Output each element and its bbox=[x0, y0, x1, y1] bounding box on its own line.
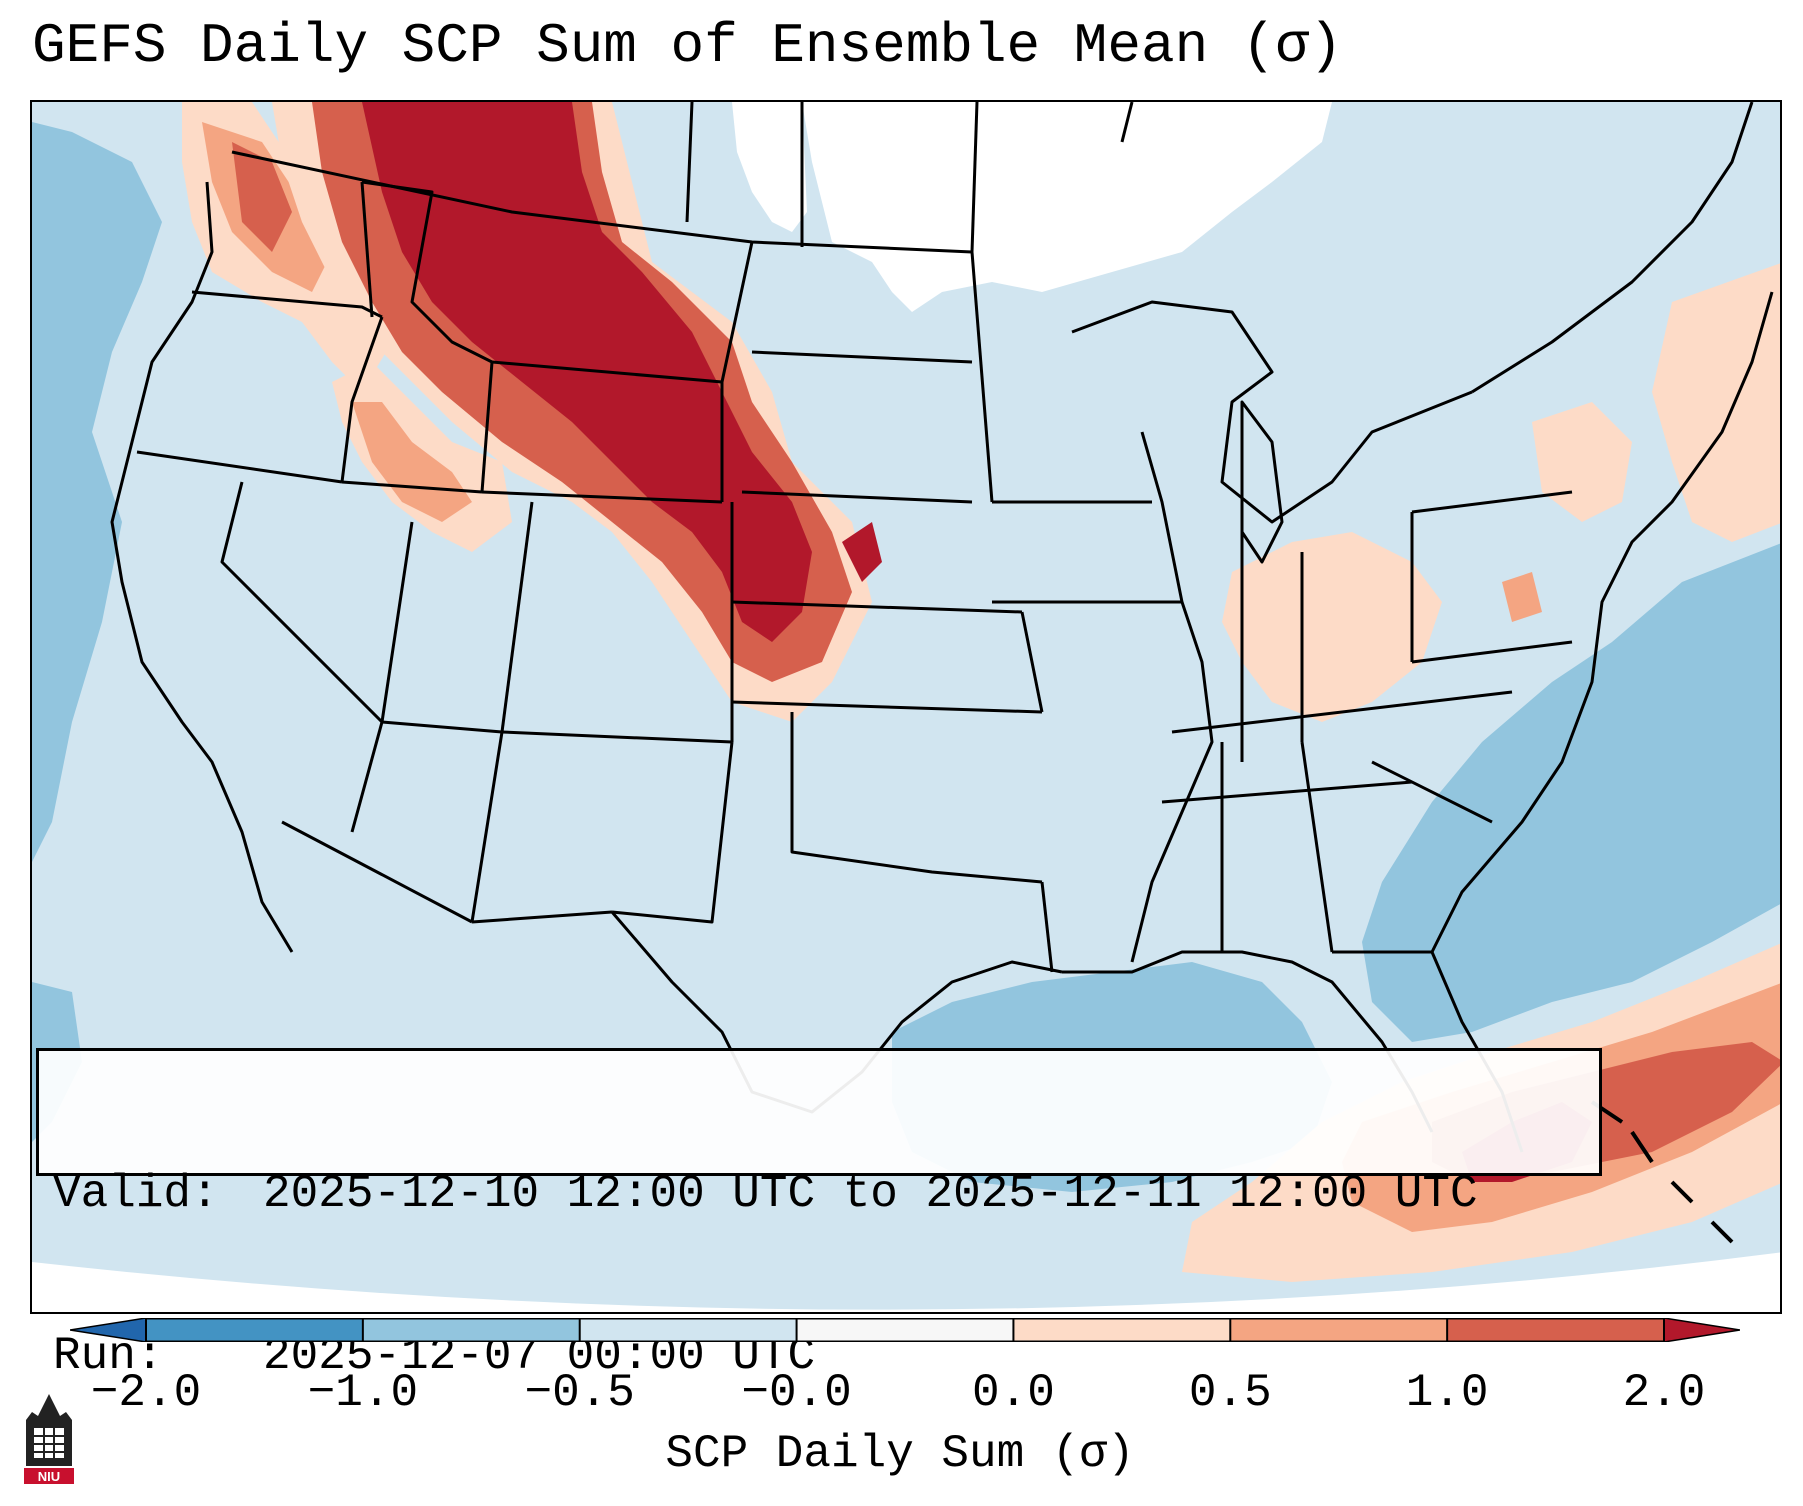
nm-mexico-line bbox=[471, 910, 613, 924]
great-lakes-shore bbox=[1071, 300, 1473, 524]
valid-row: Valid: 2025-12-10 12:00 UTC to 2025-12-1… bbox=[53, 1167, 1585, 1221]
atlantic-positive-edge bbox=[1652, 263, 1780, 542]
dakota-mn-line bbox=[970, 251, 994, 503]
colorbar bbox=[70, 1318, 1740, 1342]
tn-south-line bbox=[1161, 780, 1413, 804]
neutral-area-south bbox=[32, 1252, 1780, 1312]
sd-ne-line bbox=[741, 490, 973, 504]
valid-label: Valid: bbox=[53, 1168, 219, 1220]
bahamas-islands bbox=[1590, 1100, 1734, 1244]
plains-spot bbox=[842, 522, 882, 582]
colorbar-extend-under bbox=[70, 1318, 147, 1342]
nm-tx-line bbox=[611, 741, 734, 924]
nc-sc-line bbox=[1371, 760, 1493, 824]
mississippi-river bbox=[1130, 431, 1214, 963]
midatlantic-positive bbox=[1502, 572, 1542, 622]
nv-ut-line bbox=[380, 521, 414, 723]
colorbar-segment bbox=[796, 1318, 1014, 1342]
valid-value: 2025-12-10 12:00 UTC to 2025-12-11 12:00… bbox=[263, 1168, 1478, 1220]
colorbar-tick-label: 0.5 bbox=[1188, 1367, 1272, 1419]
colorbar-tick-label: 2.0 bbox=[1622, 1367, 1706, 1419]
colorbar-segment bbox=[1230, 1318, 1448, 1342]
mid-atlantic-line bbox=[1411, 640, 1573, 664]
co-nm-line bbox=[501, 730, 733, 744]
or-ca-line bbox=[136, 450, 343, 484]
colorbar-segment bbox=[362, 1318, 580, 1342]
colorbar-extend-over bbox=[1663, 1318, 1740, 1342]
colorbar-tick-label: 0.0 bbox=[972, 1367, 1055, 1419]
logo-banner bbox=[24, 1468, 74, 1484]
nv-az-line bbox=[350, 721, 384, 833]
colorbar-tick-label: 1.0 bbox=[1405, 1367, 1489, 1419]
tn-ky-line bbox=[1171, 690, 1513, 734]
ut-az-line bbox=[381, 720, 503, 734]
ks-ok-line bbox=[731, 700, 1043, 714]
al-ga-line bbox=[1300, 741, 1334, 953]
canada-east-line bbox=[1471, 102, 1754, 394]
neutral-area-canada-2 bbox=[732, 102, 807, 232]
colorbar-label: SCP Daily Sum (σ) bbox=[665, 1428, 1135, 1480]
logo-text: NIU bbox=[38, 1469, 60, 1484]
id-nv-line bbox=[341, 480, 483, 494]
az-mexico-line bbox=[281, 820, 473, 924]
northern-rockies-high-plains bbox=[362, 102, 812, 642]
colorbar-tick-label: −2.0 bbox=[90, 1367, 202, 1419]
colorbar-tick-label: −1.0 bbox=[307, 1367, 419, 1419]
id-wy-line bbox=[480, 361, 494, 493]
wa-or-line bbox=[191, 290, 383, 319]
west-coast bbox=[110, 181, 294, 953]
ut-co-line bbox=[500, 501, 534, 733]
ne-ks-line bbox=[731, 600, 1023, 614]
colorbar-segment bbox=[1447, 1318, 1664, 1342]
ok-tx-line bbox=[790, 712, 1043, 884]
colorbar-segment bbox=[1013, 1318, 1231, 1342]
colorbar-segment bbox=[579, 1318, 797, 1342]
texas-louisiana-line bbox=[1040, 881, 1054, 973]
figure-title: GEFS Daily SCP Sum of Ensemble Mean (σ) bbox=[32, 14, 1343, 78]
pacific-northwest-positive-high bbox=[232, 142, 292, 252]
az-nm-line bbox=[470, 731, 504, 923]
mt-wy-line bbox=[491, 360, 723, 384]
western-atlantic-negative bbox=[1362, 543, 1780, 1042]
northeast-positive bbox=[1532, 402, 1632, 522]
mt-dakota-line bbox=[720, 241, 754, 383]
pacific-negative-band bbox=[32, 122, 162, 862]
ca-nv-line bbox=[220, 481, 384, 724]
pa-ny-line bbox=[1411, 490, 1573, 514]
wa-id-line bbox=[360, 181, 374, 318]
canada-province-line-3 bbox=[1120, 102, 1134, 143]
boundaries bbox=[110, 102, 1774, 1153]
neutral-area-canada bbox=[802, 102, 1332, 312]
colorbar-segment bbox=[146, 1318, 363, 1342]
east-coast bbox=[1430, 291, 1774, 953]
validity-info-box: Valid: 2025-12-10 12:00 UTC to 2025-12-1… bbox=[36, 1048, 1602, 1382]
ks-mo-line bbox=[1020, 611, 1044, 713]
nd-sd-line bbox=[751, 350, 973, 364]
lake-michigan bbox=[1240, 400, 1284, 564]
idaho-positive-mid bbox=[352, 402, 472, 522]
wy-co-line bbox=[481, 490, 723, 504]
canada-province-line bbox=[685, 102, 694, 223]
colorbar-tick-label: −0.5 bbox=[524, 1367, 635, 1419]
id-mt-line bbox=[361, 180, 493, 364]
us-canada-border-north bbox=[970, 102, 979, 253]
appalachian-positive bbox=[1222, 532, 1442, 722]
or-id-line bbox=[340, 316, 384, 483]
niu-logo: NIU bbox=[24, 1394, 74, 1484]
colorbar-tick-label: −0.0 bbox=[741, 1367, 852, 1419]
